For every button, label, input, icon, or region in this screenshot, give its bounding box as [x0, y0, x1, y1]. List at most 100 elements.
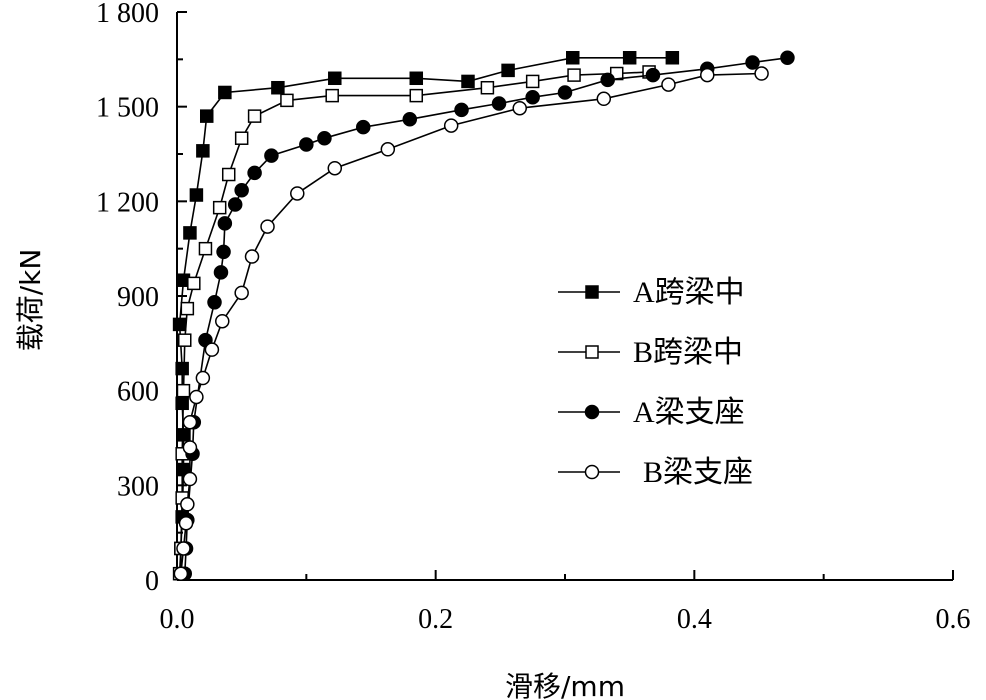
series-group: [172, 50, 795, 581]
series-line: [184, 57, 788, 574]
data-point: [271, 80, 285, 95]
data-point: [600, 72, 615, 88]
y-tick-label: 0: [145, 566, 159, 597]
data-point: [196, 144, 210, 158]
y-tick-label: 900: [117, 282, 159, 313]
data-point: [461, 74, 475, 89]
series-2: [172, 65, 656, 581]
data-point: [512, 100, 527, 116]
data-point: [454, 102, 469, 118]
data-point: [189, 389, 204, 405]
legend-item: A梁支座: [558, 396, 745, 429]
data-point: [175, 396, 189, 411]
data-point: [216, 244, 231, 260]
data-point: [567, 68, 581, 82]
legend-label: B跨梁中: [633, 336, 743, 369]
series-1: [172, 51, 680, 581]
data-point: [172, 317, 187, 332]
data-point: [227, 197, 243, 212]
legend-marker: [585, 285, 599, 299]
data-point: [596, 91, 612, 107]
x-axis-title: 滑移/mm: [505, 670, 625, 700]
data-point: [234, 131, 249, 145]
data-point: [557, 85, 573, 100]
y-tick-label: 1 200: [96, 187, 159, 218]
data-point: [176, 541, 191, 556]
data-point: [218, 85, 232, 100]
legend-label: B梁支座: [643, 456, 753, 489]
data-point: [215, 313, 230, 329]
series-3: [177, 50, 795, 581]
legend-marker: [584, 464, 600, 480]
data-point: [247, 165, 262, 181]
data-point: [380, 142, 396, 157]
data-point: [525, 74, 540, 89]
data-point: [207, 295, 222, 310]
x-tick-label: 0.0: [160, 604, 195, 635]
data-point: [198, 241, 213, 256]
data-point: [501, 63, 515, 78]
series-line: [178, 71, 650, 574]
y-tick-label: 300: [117, 471, 159, 502]
data-point: [204, 342, 220, 357]
ticks: 0 300 600 900 1 200 1 500 1 800 0.0 0.2 0.4 0.6: [96, 0, 971, 635]
data-point: [178, 515, 194, 531]
data-point: [195, 370, 211, 386]
y-tick-label: 1 500: [96, 93, 159, 124]
data-point: [402, 112, 418, 127]
data-point: [525, 89, 540, 105]
data-point: [221, 167, 236, 182]
data-point: [173, 566, 189, 581]
x-tick-label: 0.2: [418, 604, 453, 635]
legend-label: A梁支座: [633, 396, 745, 429]
data-point: [661, 77, 676, 92]
legend-item: B跨梁中: [558, 336, 743, 369]
data-point: [175, 361, 189, 376]
data-point: [217, 216, 233, 231]
data-point: [280, 93, 294, 108]
x-tick-label: 0.4: [677, 604, 712, 635]
data-point: [328, 71, 342, 86]
data-point: [182, 440, 198, 455]
data-point: [189, 188, 204, 202]
data-point: [299, 137, 314, 152]
y-tick-label: 1 800: [96, 0, 159, 29]
data-point: [409, 88, 424, 103]
data-point: [212, 200, 227, 215]
data-point: [355, 119, 371, 135]
data-point: [213, 265, 229, 280]
data-point: [244, 249, 260, 264]
legend-label: A跨梁中: [633, 276, 745, 309]
legend-item: B梁支座: [558, 456, 753, 489]
legend-item: A跨梁中: [558, 276, 745, 309]
data-point: [180, 497, 195, 512]
data-point: [409, 71, 424, 86]
data-point: [260, 219, 275, 234]
data-point: [176, 383, 191, 398]
data-point: [199, 109, 214, 123]
data-point: [327, 160, 343, 176]
data-point: [325, 88, 339, 103]
data-point: [187, 276, 201, 291]
data-point: [234, 285, 249, 301]
x-tick-label: 0.6: [936, 604, 971, 635]
data-point: [665, 51, 680, 65]
data-point: [264, 148, 279, 163]
data-point: [491, 96, 507, 111]
legend-marker: [584, 404, 600, 420]
data-point: [234, 183, 249, 198]
data-point: [182, 414, 198, 430]
data-point: [480, 80, 495, 95]
data-point: [754, 66, 769, 81]
data-point: [780, 50, 795, 66]
data-point: [566, 51, 580, 65]
series-line: [180, 72, 762, 574]
y-tick-label: 600: [117, 377, 159, 408]
data-point: [290, 186, 305, 201]
data-point: [180, 301, 195, 316]
data-point: [443, 118, 459, 133]
data-point: [745, 55, 760, 70]
data-point: [700, 67, 715, 83]
data-point: [247, 109, 262, 123]
